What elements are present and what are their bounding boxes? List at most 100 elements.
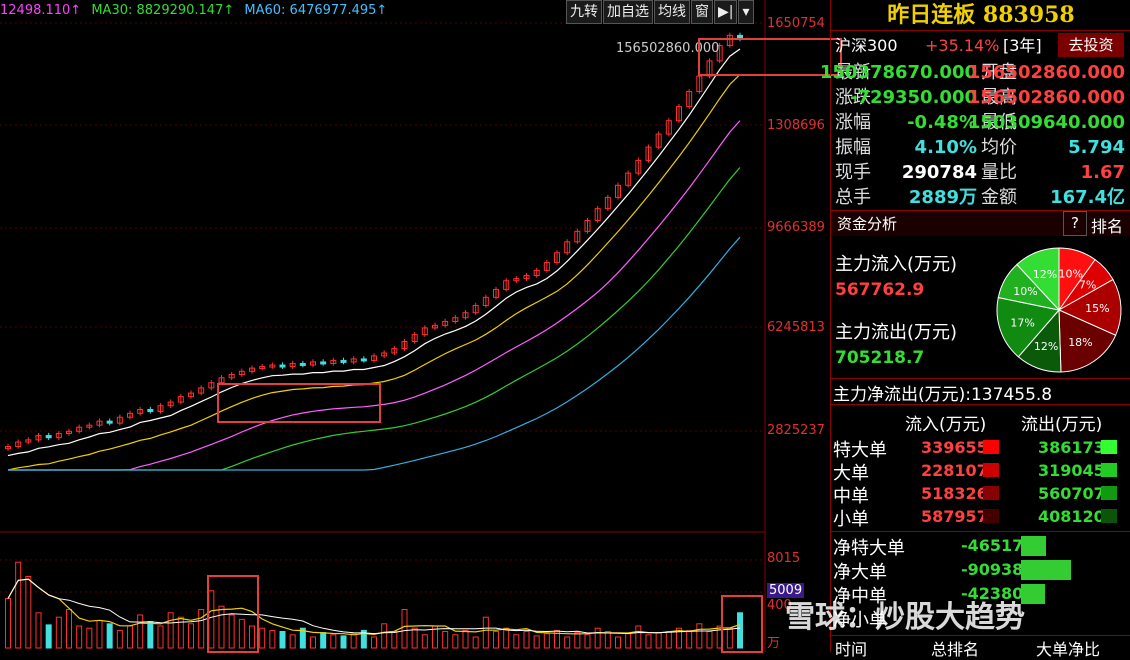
volume-bar bbox=[340, 635, 347, 649]
volume-bar bbox=[66, 609, 72, 649]
volume-bar bbox=[696, 623, 703, 649]
quote-value-b: 156502860.000 bbox=[967, 87, 1125, 108]
volume-bar bbox=[442, 631, 449, 649]
volume-bar bbox=[533, 635, 540, 649]
volume-bar bbox=[198, 609, 205, 649]
quote-row: 涨跌 -729350.000 最高 156502860.000 bbox=[833, 85, 1129, 110]
tab-time[interactable]: 时间 bbox=[835, 640, 868, 659]
volume-bar bbox=[96, 620, 103, 649]
volume-bar bbox=[249, 625, 255, 649]
volume-bar bbox=[584, 634, 591, 649]
period-label: [3年] bbox=[1003, 36, 1042, 55]
add-watchlist-button[interactable]: 加自选 bbox=[603, 0, 653, 24]
volume-bar bbox=[177, 616, 184, 649]
candle-body bbox=[25, 439, 32, 443]
volume-bar bbox=[299, 627, 306, 649]
rank-button[interactable]: 排名 bbox=[1091, 217, 1124, 236]
quote-value-a: 2889万 bbox=[908, 187, 977, 208]
fund-analysis-bar: 资金分析 ? 排名 bbox=[831, 211, 1130, 236]
quote-value-a: 150378670.000 bbox=[819, 62, 977, 83]
flow-out: 408120 bbox=[1038, 507, 1105, 526]
pie-slice bbox=[996, 296, 1060, 358]
flow-out: 386173 bbox=[1038, 438, 1105, 457]
candle-body bbox=[716, 45, 723, 62]
volume-bar bbox=[645, 634, 652, 649]
outflow-header: 流出(万元) bbox=[1021, 415, 1103, 435]
volume-tick-1: 5009 bbox=[767, 583, 805, 598]
volume-bar bbox=[371, 636, 377, 649]
kline-chart[interactable]: 12498.110↑ MA30: 8829290.147↑ MA60: 6476… bbox=[0, 0, 842, 653]
candle-body bbox=[310, 361, 316, 366]
candle-body bbox=[371, 355, 377, 361]
volume-bar bbox=[401, 609, 408, 649]
kline-svg[interactable] bbox=[0, 0, 830, 652]
candle-body bbox=[584, 220, 591, 232]
tab-total-rank[interactable]: 总排名 bbox=[931, 640, 980, 659]
volume-bar bbox=[411, 627, 418, 649]
volume-bar bbox=[421, 634, 428, 649]
volume-bar bbox=[523, 631, 530, 649]
candle-body bbox=[360, 358, 367, 362]
ma30-line bbox=[8, 167, 741, 471]
candle-body bbox=[320, 361, 327, 365]
candle-body bbox=[66, 430, 72, 434]
flow-name: 特大单 bbox=[833, 440, 887, 461]
candle-body bbox=[177, 396, 184, 403]
jump-end-icon[interactable]: ▶| bbox=[714, 0, 738, 24]
candle-body bbox=[615, 184, 621, 198]
volume-bar bbox=[279, 631, 286, 649]
net-row: 净中单 -42380 bbox=[831, 582, 1130, 607]
highlight-box-volume-right bbox=[721, 595, 763, 653]
candle-body bbox=[167, 401, 174, 407]
candle-body bbox=[726, 34, 733, 47]
ma-legend-2: MA60: 6476977.495↑ bbox=[244, 3, 388, 18]
tab-large-net-ratio[interactable]: 大单净比 bbox=[1036, 640, 1101, 659]
candle-body bbox=[513, 278, 520, 282]
invest-button[interactable]: 去投资 bbox=[1058, 33, 1124, 57]
fund-analysis-tab[interactable]: 资金分析 bbox=[837, 215, 898, 233]
pie-label: 12% bbox=[1033, 268, 1057, 281]
candle-body bbox=[127, 412, 133, 418]
candle-body bbox=[340, 359, 347, 363]
candle-body bbox=[493, 288, 499, 298]
flow-name: 中单 bbox=[833, 486, 869, 507]
net-bar bbox=[1021, 560, 1071, 580]
candle-body bbox=[472, 304, 479, 314]
candle-body bbox=[442, 320, 449, 326]
nine-turn-button[interactable]: 九转 bbox=[566, 0, 602, 24]
quote-label-b: 金额 bbox=[981, 187, 1017, 208]
flow-out-swatch bbox=[1101, 440, 1117, 454]
quote-value-b: 150309640.000 bbox=[967, 112, 1125, 133]
pie-label: 10% bbox=[1059, 267, 1083, 280]
help-button[interactable]: ? bbox=[1063, 211, 1087, 236]
volume-bar bbox=[137, 614, 144, 649]
dropdown-icon[interactable]: ▾ bbox=[738, 0, 754, 24]
volume-bar bbox=[188, 623, 194, 649]
net-bar bbox=[1021, 584, 1045, 604]
volume-bar bbox=[472, 636, 479, 649]
flow-row: 中单 518326 560707 bbox=[831, 482, 1130, 507]
window-button[interactable]: 窗 bbox=[691, 0, 713, 24]
ma-line-button[interactable]: 均线 bbox=[654, 0, 690, 24]
candle-body bbox=[55, 432, 62, 439]
quote-row: 振幅 4.10% 均价 5.794 bbox=[833, 135, 1129, 160]
stock-title: 昨日连板 883958 bbox=[887, 2, 1075, 28]
candle-body bbox=[452, 317, 459, 322]
candle-body bbox=[5, 445, 11, 450]
flow-out-swatch bbox=[1101, 486, 1117, 500]
quote-value-b: 167.4亿 bbox=[1050, 187, 1125, 208]
net-bar bbox=[1021, 536, 1046, 556]
volume-bar bbox=[15, 561, 22, 649]
quote-row: 最新 150378670.000 开盘 156502860.000 bbox=[820, 60, 1129, 85]
volume-bar bbox=[381, 623, 388, 649]
flow-name: 大单 bbox=[833, 463, 869, 484]
quote-value-b: 1.67 bbox=[1080, 162, 1125, 183]
volume-bar bbox=[564, 636, 571, 649]
candle-body bbox=[411, 334, 418, 342]
candle-body bbox=[35, 435, 42, 441]
candle-body bbox=[665, 120, 672, 135]
candle-body bbox=[432, 324, 438, 329]
highlight-box-volume-left bbox=[207, 575, 259, 653]
volume-bar bbox=[655, 632, 662, 649]
candle-body bbox=[299, 362, 306, 366]
